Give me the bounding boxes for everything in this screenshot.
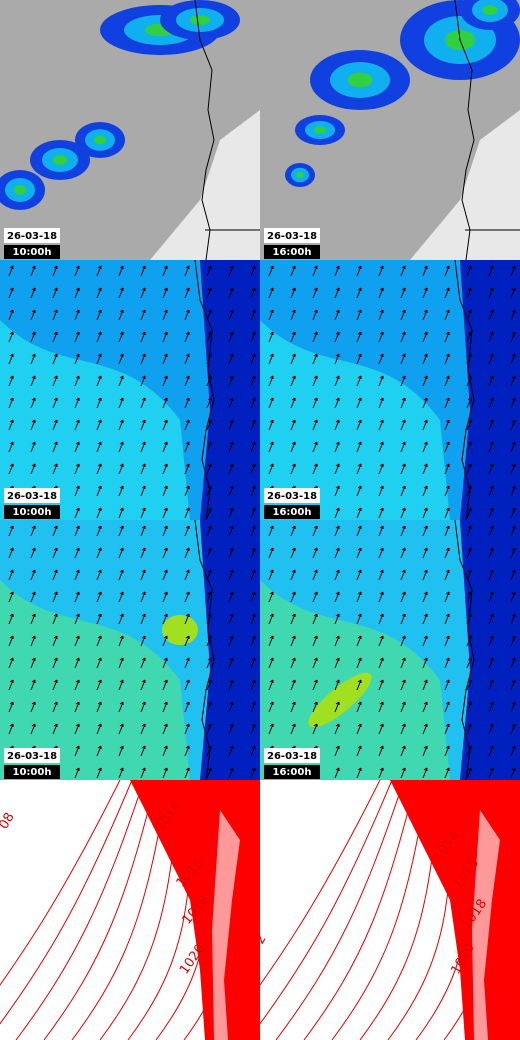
pressure-map <box>260 780 520 1040</box>
stamp-box <box>4 748 60 763</box>
wind-map <box>0 520 260 780</box>
date-label: 26-03-18 <box>267 231 317 242</box>
time-label: 16:00h <box>273 247 312 258</box>
time-label: 16:00h <box>273 507 312 518</box>
stamp-box <box>4 765 60 779</box>
time-label: 16:00h <box>273 767 312 778</box>
time-label: 10:00h <box>13 507 52 518</box>
stamp-box <box>264 228 320 243</box>
stamp-box <box>4 228 60 243</box>
wind-map <box>260 260 520 520</box>
stamp-box <box>264 748 320 763</box>
stamp-box <box>264 765 320 779</box>
time-label: 10:00h <box>13 247 52 258</box>
time-label: 10:00h <box>13 767 52 778</box>
stamp-box <box>264 488 320 503</box>
precipitation-map <box>260 0 520 260</box>
stamp-box <box>4 245 60 259</box>
stamp-box <box>4 488 60 503</box>
pressure-map <box>0 780 260 1040</box>
date-label: 26-03-18 <box>7 751 57 762</box>
wind-map <box>0 260 260 520</box>
precipitation-map <box>0 0 260 260</box>
stamp-box <box>264 245 320 259</box>
date-label: 26-03-18 <box>267 491 317 502</box>
stamp-box <box>264 505 320 519</box>
date-label: 26-03-18 <box>7 491 57 502</box>
wind-map <box>260 520 520 780</box>
date-label: 26-03-18 <box>7 231 57 242</box>
stamp-box <box>4 505 60 519</box>
date-label: 26-03-18 <box>267 751 317 762</box>
